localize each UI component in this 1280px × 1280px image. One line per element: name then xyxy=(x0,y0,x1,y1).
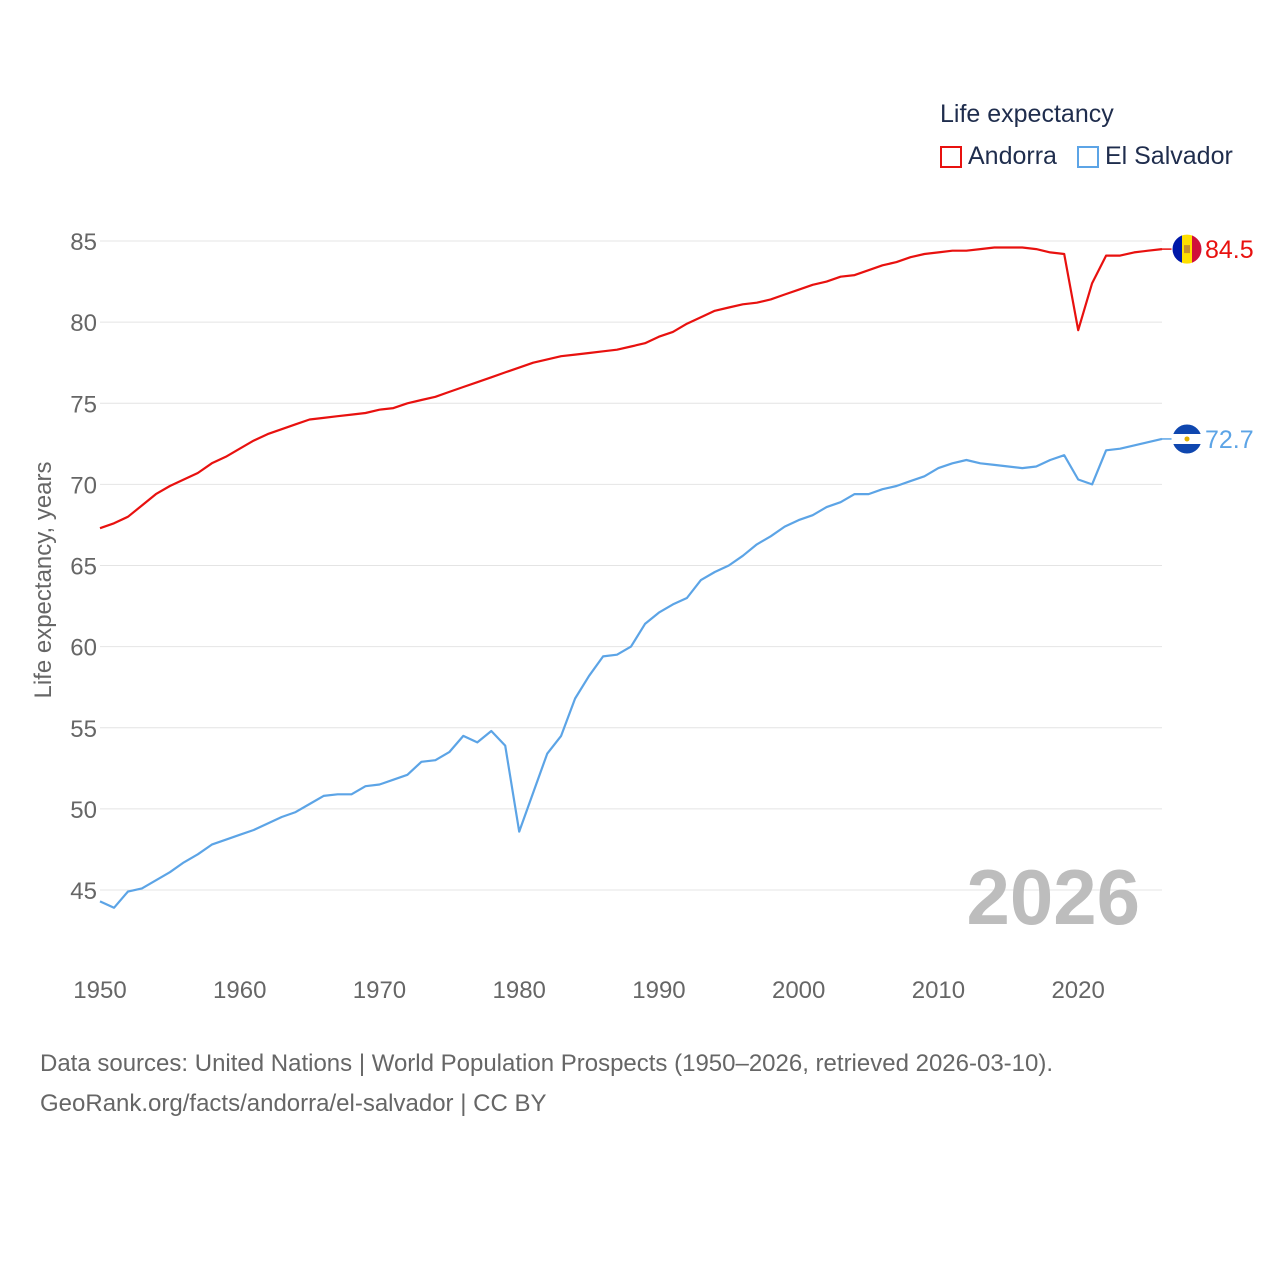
x-axis-ticks: 1950 1960 1970 1980 1990 2000 2010 2020 xyxy=(73,977,1105,1004)
end-label-1: 72.7 xyxy=(1205,426,1254,454)
footer: Data sources: United Nations | World Pop… xyxy=(40,1044,1053,1124)
legend: Andorra El Salvador xyxy=(940,142,1253,171)
y-tick-55: 55 xyxy=(70,716,97,743)
el-salvador-flag-icon xyxy=(1171,423,1203,455)
x-tick-1990: 1990 xyxy=(632,977,685,1004)
grid-lines xyxy=(100,240,1162,891)
legend-swatch-andorra xyxy=(940,145,962,168)
y-axis-label: Life expectancy, years xyxy=(30,461,57,698)
andorra-flag-icon xyxy=(1171,233,1203,265)
x-tick-1950: 1950 xyxy=(73,977,126,1004)
legend-label-el-salvador: El Salvador xyxy=(1104,142,1233,170)
legend-title: Life expectancy xyxy=(940,100,1114,128)
series-lines xyxy=(99,246,1163,909)
legend-item-andorra[interactable]: Andorra xyxy=(940,142,1057,171)
x-tick-1960: 1960 xyxy=(213,977,266,1004)
y-tick-75: 75 xyxy=(70,391,97,418)
x-tick-2000: 2000 xyxy=(772,977,825,1004)
footer-link[interactable]: GeoRank.org/facts/andorra/el-salvador | … xyxy=(40,1090,547,1117)
y-tick-70: 70 xyxy=(70,472,97,499)
series-line-andorra[interactable] xyxy=(99,246,1163,530)
y-tick-65: 65 xyxy=(70,554,97,581)
y-tick-80: 80 xyxy=(70,310,97,337)
y-tick-85: 85 xyxy=(70,229,97,256)
y-axis-ticks: 45 50 55 60 65 70 75 80 85 xyxy=(70,229,97,905)
year-watermark: 2026 xyxy=(966,853,1140,941)
y-tick-50: 50 xyxy=(70,797,97,824)
x-tick-2010: 2010 xyxy=(912,977,965,1004)
x-tick-1970: 1970 xyxy=(353,977,406,1004)
y-tick-45: 45 xyxy=(70,878,97,905)
y-tick-60: 60 xyxy=(70,635,97,662)
series-line-el-salvador[interactable] xyxy=(99,437,1163,909)
footer-sources: Data sources: United Nations | World Pop… xyxy=(40,1050,1054,1077)
end-label-0: 84.5 xyxy=(1205,236,1254,264)
legend-swatch-el-salvador xyxy=(1076,145,1099,168)
end-labels: 84.5 72.7 xyxy=(1162,233,1254,455)
legend-item-el-salvador[interactable]: El Salvador xyxy=(1076,142,1233,171)
legend-label-andorra: Andorra xyxy=(968,142,1057,170)
x-tick-1980: 1980 xyxy=(493,977,546,1004)
x-tick-2020: 2020 xyxy=(1051,977,1104,1004)
